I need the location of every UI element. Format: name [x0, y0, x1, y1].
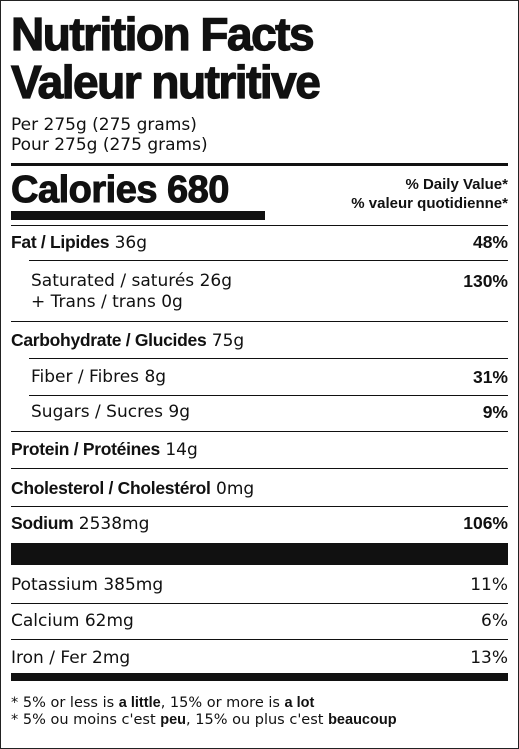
rule: [29, 395, 508, 396]
nutrient-row: + Trans / trans 0g: [31, 291, 508, 313]
rule: [11, 603, 508, 604]
name: Sodium: [11, 513, 74, 533]
amount: 0mg: [216, 479, 255, 499]
rule: [29, 358, 508, 359]
rule: [29, 260, 508, 261]
title: Nutrition Facts: [10, 8, 315, 60]
title: Valeur nutritive: [10, 56, 321, 108]
name: Sugars / Sucres: [31, 402, 163, 422]
amount: 75g: [211, 331, 245, 351]
dv: 11%: [470, 575, 508, 595]
footnote: * 5% or less is a little, 15% or more is…: [11, 695, 314, 712]
text: * 5% ou moins c'est: [11, 712, 161, 728]
dv: 130%: [463, 271, 508, 291]
nutrient-row: Saturated / saturés 26g 130%: [31, 270, 508, 292]
text: beaucoup: [328, 712, 397, 728]
name: Fat / Lipides: [11, 232, 110, 252]
text: , 15% ou plus c'est: [186, 712, 329, 728]
name: Carbohydrate / Glucides: [11, 330, 207, 350]
nutrient-row: Carbohydrate / Glucides 75g: [11, 329, 508, 351]
dv: 31%: [472, 367, 508, 387]
amount: 36g: [114, 233, 148, 253]
nutrient-row: Cholesterol / Cholestérol 0mg: [11, 477, 508, 499]
serving: Per 275g (275 grams): [11, 115, 197, 135]
nutrient-row: Fiber / Fibres 8g 31%: [31, 366, 508, 388]
text: * 5% or less is: [11, 695, 119, 711]
dv-header: % valeur quotidienne*: [351, 195, 508, 212]
name: Iron / Fer: [11, 648, 87, 668]
rule: [11, 211, 265, 220]
name: Potassium: [11, 575, 98, 595]
name: Protein / Protéines: [11, 439, 160, 459]
dv: 9%: [482, 402, 508, 422]
amount: 2538mg: [78, 514, 150, 534]
amount: 26g: [199, 271, 232, 291]
amount: 385mg: [103, 575, 164, 595]
mineral-row: Iron / Fer 2mg 13%: [11, 647, 508, 669]
amount: 9g: [168, 402, 191, 422]
name: + Trans / trans: [31, 292, 156, 312]
rule: [11, 225, 508, 226]
rule: [11, 639, 508, 640]
rule: [11, 506, 508, 507]
text: peu: [160, 712, 187, 728]
calories-value: 680: [167, 169, 230, 212]
text: a little: [118, 695, 161, 711]
rule: [11, 543, 508, 565]
nutrient-row: Sodium 2538mg 106%: [11, 512, 508, 534]
nutrient-row: Fat / Lipides 36g 48%: [11, 231, 508, 253]
mineral-row: Calcium 62mg 6%: [11, 610, 508, 632]
nutrient-row: Protein / Protéines 14g: [11, 438, 508, 460]
amount: 62mg: [84, 611, 134, 631]
calories-label: Calories: [11, 169, 158, 212]
text: , 15% or more is: [160, 695, 285, 711]
calories: Calories 680: [11, 169, 230, 212]
dv-header: % Daily Value*: [405, 176, 508, 193]
name: Calcium: [11, 611, 80, 631]
dv: 48%: [472, 232, 508, 252]
dv: 106%: [463, 513, 508, 533]
serving: Pour 275g (275 grams): [11, 135, 208, 155]
amount: 14g: [165, 440, 198, 460]
name: Fiber / Fibres: [31, 367, 140, 387]
amount: 8g: [144, 367, 167, 387]
rule: [11, 163, 508, 166]
mineral-row: Potassium 385mg 11%: [11, 574, 508, 596]
name: Saturated / saturés: [31, 271, 195, 291]
rule: [11, 321, 508, 322]
dv: 6%: [481, 611, 508, 631]
dv: 13%: [470, 648, 508, 668]
nutrient-row: Sugars / Sucres 9g 9%: [31, 401, 508, 423]
name: Cholesterol / Cholestérol: [11, 478, 211, 498]
rule: [11, 431, 508, 432]
amount: 2mg: [92, 648, 131, 668]
rule: [11, 468, 508, 469]
rule: [11, 673, 508, 681]
text: a lot: [284, 695, 315, 711]
footnote: * 5% ou moins c'est peu, 15% ou plus c'e…: [11, 712, 397, 729]
amount: 0g: [161, 292, 183, 312]
